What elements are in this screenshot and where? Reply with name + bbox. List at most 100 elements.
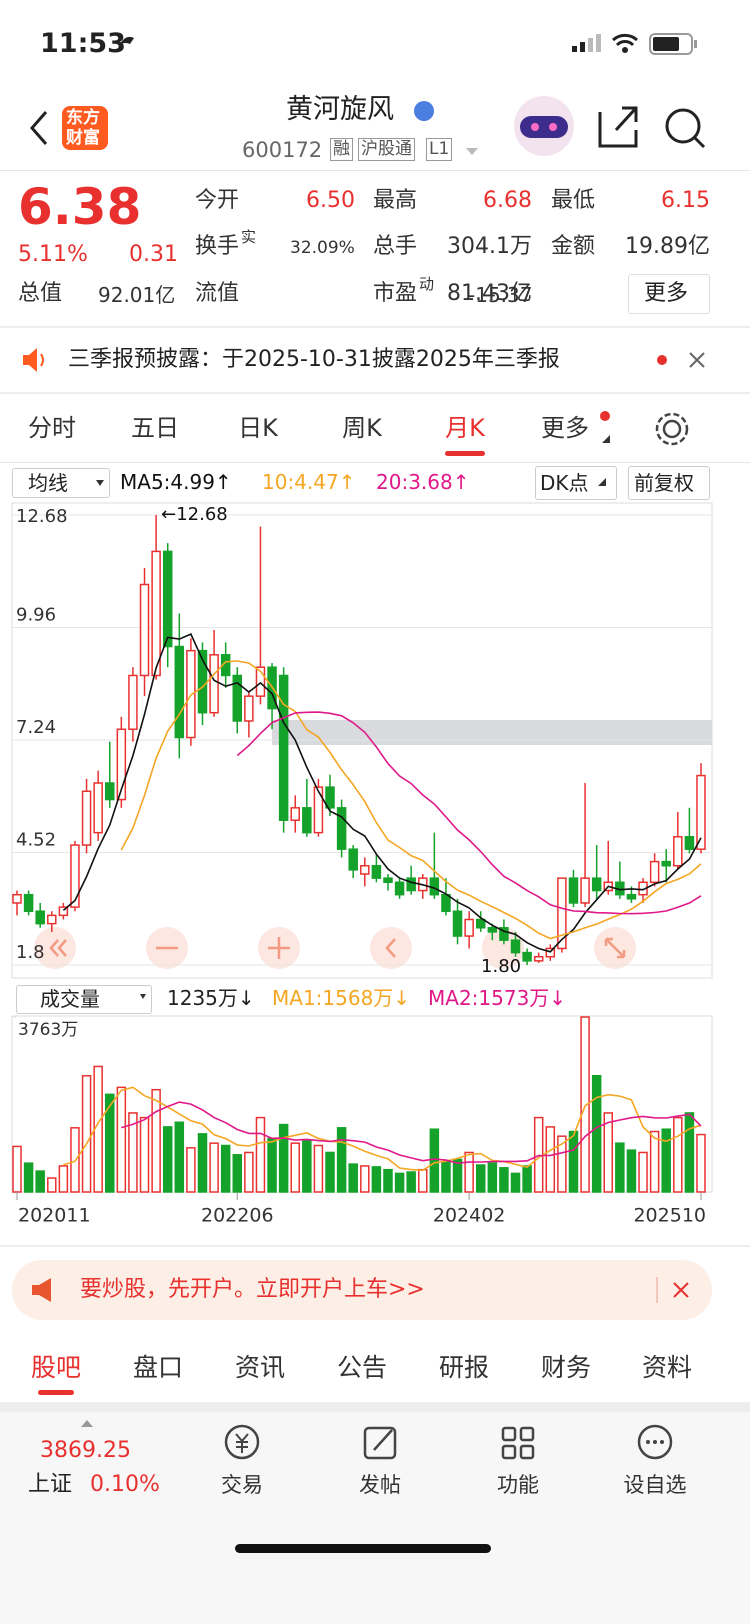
period-tab[interactable]: 更多 <box>541 414 589 442</box>
change: 0.31 <box>129 242 178 267</box>
quote-value: 6.50 <box>306 188 355 213</box>
volume-bar <box>325 1151 335 1193</box>
volume-bar <box>684 1112 695 1193</box>
candle-body <box>383 877 393 884</box>
candle-body <box>174 645 185 739</box>
quote-value: 304.1万 <box>447 234 532 259</box>
candle-body <box>209 654 219 714</box>
candle-body <box>313 786 324 834</box>
candle-body <box>580 877 590 904</box>
candle-body <box>499 927 509 941</box>
candle-body <box>568 877 579 904</box>
candle-body <box>661 860 671 867</box>
quote-value: 6.15 <box>661 188 710 213</box>
volume-bar <box>545 1126 556 1193</box>
period-tab[interactable]: 日K <box>238 414 278 442</box>
y-tick-label: 1.8 <box>16 942 45 963</box>
quote-value: 6.68 <box>483 188 532 213</box>
more-button[interactable] <box>628 274 710 314</box>
volume-ma-line <box>63 1086 702 1172</box>
candle-body <box>684 836 695 850</box>
candle-body <box>394 881 405 896</box>
volume-bar <box>313 1144 324 1193</box>
nav-label[interactable]: 发帖 <box>359 1473 401 1497</box>
volume-tick-label: 3763万 <box>18 1020 78 1040</box>
status-time: 11:53 <box>40 28 126 59</box>
period-tab[interactable]: 月K <box>445 414 485 442</box>
ad-close[interactable] <box>650 1275 700 1305</box>
tab-underline <box>445 451 485 456</box>
bottom-tab[interactable]: 资料 <box>641 1353 692 1382</box>
candle-body <box>475 918 486 929</box>
volume-bar <box>591 1074 602 1193</box>
ma-label: 10:4.47↑ <box>262 470 356 494</box>
candle-body <box>441 893 451 912</box>
volume-bar <box>267 1137 277 1193</box>
volume-bar <box>35 1170 45 1193</box>
adjust-button[interactable] <box>628 466 710 500</box>
bottom-tab[interactable]: 资讯 <box>234 1353 285 1382</box>
volume-selector[interactable] <box>16 985 152 1014</box>
period-tab[interactable]: 五日 <box>131 414 179 442</box>
bottom-tab[interactable]: 公告 <box>336 1353 387 1382</box>
candle-body <box>406 877 416 892</box>
ad-banner[interactable] <box>12 1260 712 1320</box>
volume-bar <box>452 1158 463 1193</box>
ma-line <box>120 660 702 940</box>
quote-label: 最低 <box>551 188 596 213</box>
candle-body <box>487 927 498 933</box>
more-label: 更多 <box>644 281 689 306</box>
volume-ma-label: MA1:1568万↓ <box>272 986 411 1010</box>
quote-sup: 动 <box>419 275 435 293</box>
candle-body <box>557 877 567 950</box>
tag: 沪股通 <box>358 138 415 161</box>
dk-label: DK点 <box>540 471 589 495</box>
volume-bar <box>673 1116 683 1193</box>
ma-selector[interactable] <box>12 468 110 498</box>
tag: 融 <box>330 138 353 161</box>
volume-bar <box>348 1163 358 1193</box>
ma-line <box>62 633 702 953</box>
notice-text[interactable]: 三季报预披露：于2025-10-31披露2025年三季报 <box>68 347 560 372</box>
bottom-tab[interactable]: 研报 <box>438 1353 489 1382</box>
candle-body <box>673 836 683 867</box>
quote-value: 81.43亿 <box>447 281 532 306</box>
stock-name: 黄河旋风 <box>286 94 394 125</box>
period-tab[interactable]: 分时 <box>28 414 76 442</box>
volume-bar <box>661 1128 671 1193</box>
candle-body <box>626 893 637 900</box>
volume-bar <box>23 1162 34 1193</box>
volume-bar <box>510 1172 521 1193</box>
volume-selector-label: 成交量 <box>40 987 100 1011</box>
bottom-tab[interactable]: 盘口 <box>132 1353 183 1382</box>
price: 6.38 <box>18 178 142 236</box>
bottom-tab[interactable]: 财务 <box>540 1353 591 1382</box>
volume-bar <box>487 1162 498 1193</box>
x-tick-label: 202011 <box>18 1205 91 1227</box>
quote-value: -15.37 <box>468 283 533 307</box>
quote-label: 市盈 <box>373 281 418 306</box>
volume-bar <box>255 1116 266 1193</box>
volume-bar <box>603 1112 614 1193</box>
candle-body <box>290 807 300 821</box>
nav-label[interactable]: 交易 <box>221 1473 263 1497</box>
candle-body <box>12 893 22 904</box>
candle-body <box>70 844 80 908</box>
x-tick-label: 202206 <box>201 1205 274 1227</box>
volume-bar <box>522 1165 532 1193</box>
volume-bar <box>499 1167 509 1193</box>
notice-controls <box>657 352 705 368</box>
period-tab[interactable]: 周K <box>342 414 382 442</box>
nav-label[interactable]: 功能 <box>497 1473 539 1497</box>
volume-bar <box>232 1154 243 1193</box>
x-tick-label: 202510 <box>633 1205 706 1227</box>
nav-label[interactable]: 设自选 <box>623 1473 687 1497</box>
divider <box>0 1402 750 1412</box>
volume-bar <box>394 1172 405 1193</box>
volume-bar <box>464 1151 474 1193</box>
bottom-tab[interactable]: 股吧 <box>30 1353 81 1382</box>
volume-bar <box>406 1171 416 1193</box>
candle-body <box>510 939 521 954</box>
volume-bar <box>12 1145 22 1193</box>
ma-line <box>236 711 702 915</box>
